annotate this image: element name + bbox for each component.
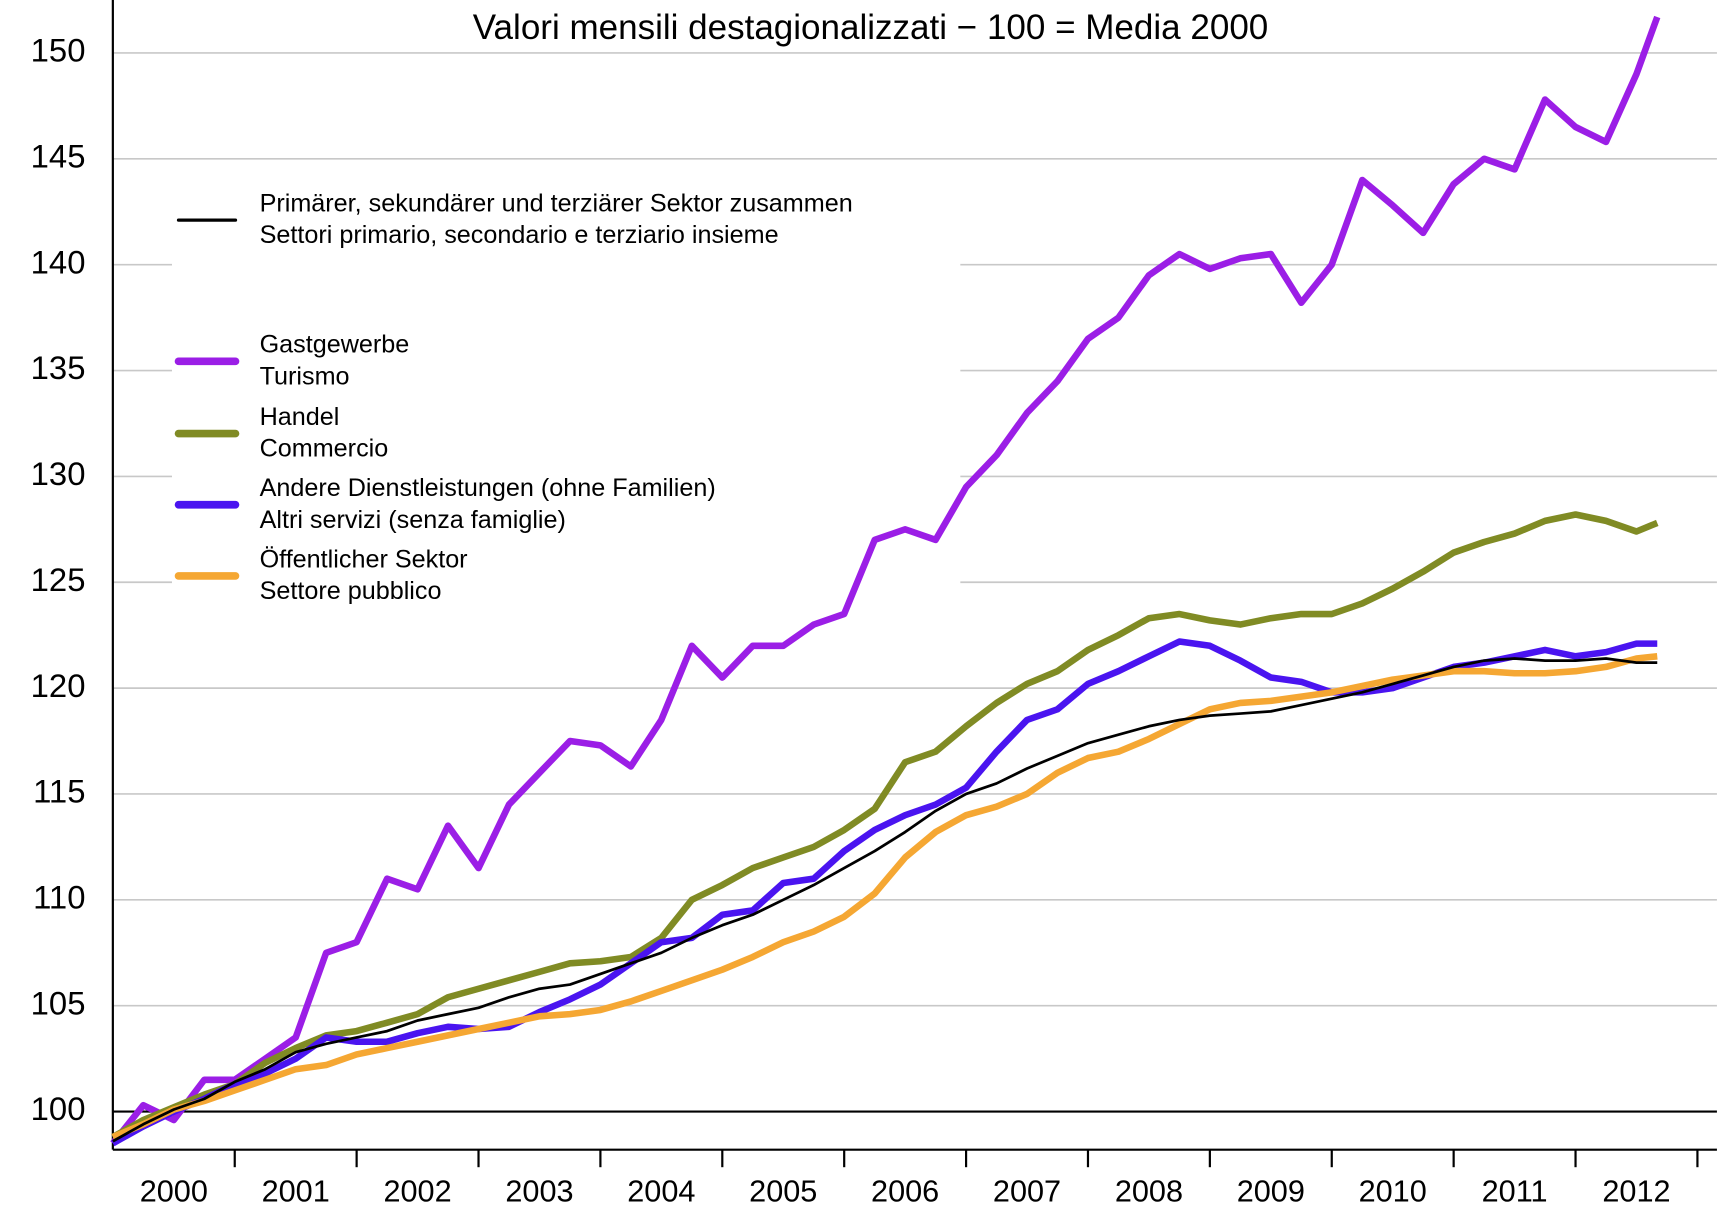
y-tick-label: 140 bbox=[31, 243, 86, 280]
x-tick-label: 2001 bbox=[262, 1175, 330, 1209]
legend-label: Turismo bbox=[260, 362, 350, 390]
x-tick-label: 2009 bbox=[1237, 1175, 1305, 1209]
series-line bbox=[111, 511, 1659, 1140]
x-tick-label: 2000 bbox=[140, 1175, 208, 1209]
x-tick-label: 2003 bbox=[505, 1175, 573, 1209]
y-tick-label: 130 bbox=[31, 455, 86, 492]
y-tick-label: 125 bbox=[31, 561, 86, 598]
x-tick-label: 2011 bbox=[1482, 1175, 1548, 1209]
x-tick-label: 2012 bbox=[1602, 1175, 1670, 1209]
y-tick-label: 145 bbox=[31, 137, 86, 174]
y-tick-label: 120 bbox=[31, 667, 86, 704]
chart-title: Valori mensili destagionalizzati − 100 =… bbox=[473, 8, 1268, 47]
x-tick-label: 2008 bbox=[1115, 1175, 1183, 1209]
x-tick-label: 2007 bbox=[993, 1175, 1061, 1209]
legend-label: Öffentlicher Sektor bbox=[260, 545, 468, 573]
x-tick-label: 2004 bbox=[627, 1175, 695, 1209]
y-tick-label: 100 bbox=[31, 1090, 86, 1127]
y-tick-label: 115 bbox=[33, 773, 85, 810]
x-tick-label: 2005 bbox=[749, 1175, 817, 1209]
y-tick-label: 135 bbox=[31, 349, 86, 386]
y-tick-label: 105 bbox=[31, 984, 86, 1021]
series-line bbox=[111, 638, 1658, 1147]
series-line bbox=[110, 15, 1661, 1146]
legend-label: Handel bbox=[260, 403, 340, 431]
legend-label: Altri servizi (senza famiglie) bbox=[260, 506, 566, 534]
legend-label: Settore pubblico bbox=[260, 577, 442, 605]
x-tick-label: 2006 bbox=[871, 1175, 939, 1209]
series-line bbox=[112, 657, 1658, 1143]
legend-label: Settori primario, secondario e terziario… bbox=[260, 221, 779, 249]
legend-label: Primärer, sekundärer und terziärer Sekto… bbox=[260, 189, 853, 217]
legend-label: Commercio bbox=[260, 435, 389, 463]
legend-label: Andere Dienstleistungen (ohne Familien) bbox=[260, 474, 716, 502]
series-line bbox=[111, 653, 1658, 1141]
x-tick-label: 2010 bbox=[1359, 1175, 1427, 1209]
y-tick-label: 110 bbox=[33, 879, 85, 916]
y-tick-label: 150 bbox=[31, 32, 86, 69]
x-tick-label: 2002 bbox=[383, 1175, 451, 1209]
legend-label: Gastgewerbe bbox=[260, 331, 410, 359]
legend-box bbox=[171, 173, 961, 616]
